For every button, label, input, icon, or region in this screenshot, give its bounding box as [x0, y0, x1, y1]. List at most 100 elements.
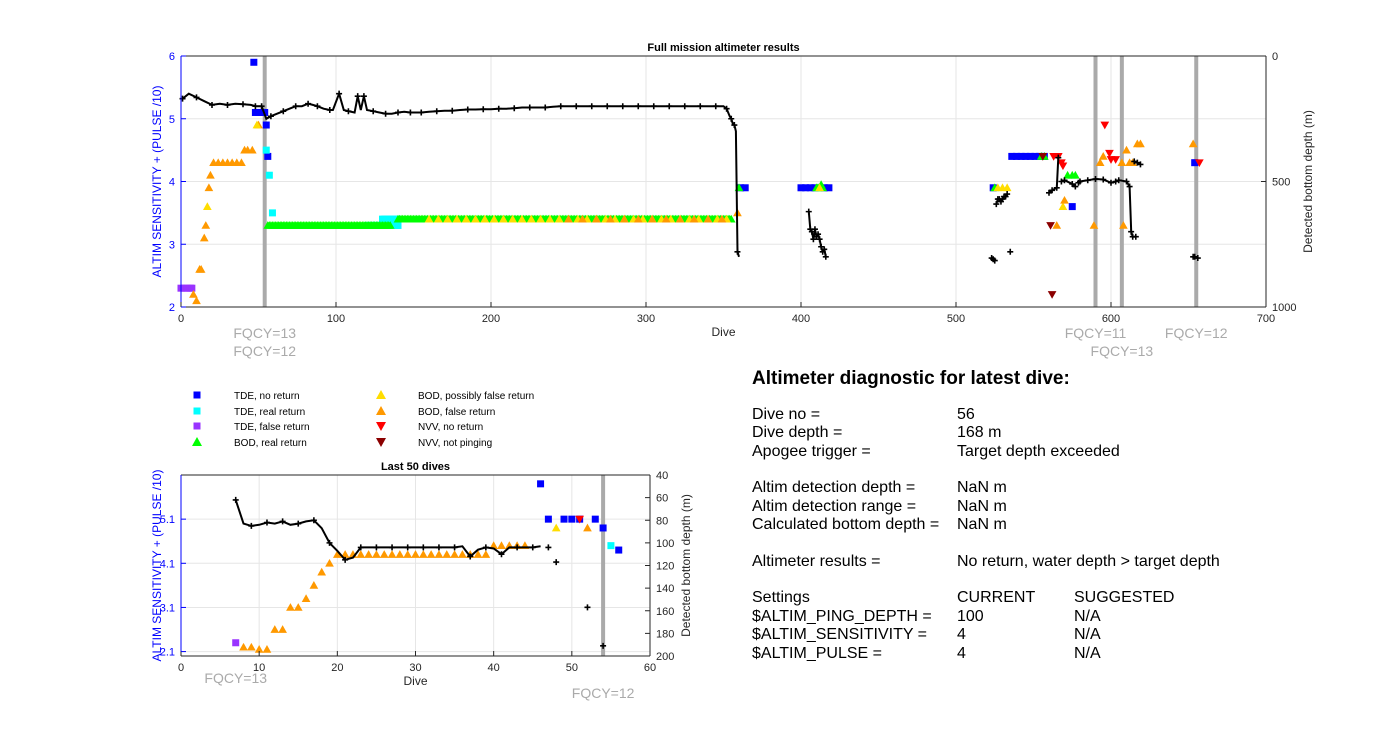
setting-row: $ALTIM_PULSE = 4 N/A [752, 645, 1220, 664]
chart1-marker-bod-possibly-false [480, 214, 490, 223]
chart1-y-tick-label: 3 [169, 239, 175, 251]
chart1-y2-axis-label: Detected bottom depth (m) [1301, 110, 1315, 253]
chart1-marker-nvv-not-pinging [1038, 153, 1048, 161]
chart1-depth-point [1126, 183, 1133, 190]
chart1-marker-tde-no-return [262, 121, 270, 129]
chart1-marker-nvv-not-pinging [1046, 222, 1055, 230]
chart2-y2-tick-label: 40 [656, 470, 668, 482]
chart1-depth-point [345, 108, 352, 115]
legend-marker [192, 437, 202, 446]
chart1-marker-bod-false-return [199, 233, 209, 242]
chart2-depth-point [279, 518, 286, 525]
chart1-depth-point [336, 90, 343, 97]
det-depth-label: Altim detection depth = [752, 479, 916, 496]
chart1-depth-point [1092, 175, 1099, 182]
results-row: Altimeter results = No return, water dept… [752, 553, 1220, 572]
chart2-y-axis-label: ALTIM SENSITIVITY + (PULSE /10) [150, 470, 164, 662]
chart1-marker-tde-no-return [797, 184, 805, 192]
chart2-marker-bod-false-return [473, 550, 483, 558]
chart1-marker-bod-false-return [1117, 158, 1127, 167]
chart2-depth-point [545, 544, 552, 551]
chart2-y2-tick-label: 60 [656, 493, 668, 505]
chart2-marker-bod-false-return [372, 550, 381, 558]
chart1-marker-bod-possibly-false [461, 214, 471, 223]
chart1-marker-bod-possibly-false [526, 214, 536, 223]
chart1-y-tick-label: 5 [169, 114, 175, 126]
chart2-x-tick-label: 10 [253, 662, 265, 674]
chart2-marker-bod-false-return [583, 523, 592, 532]
chart1-depth-point [1194, 255, 1201, 262]
chart2-depth-point [451, 544, 458, 551]
chart2-depth-point [310, 517, 317, 524]
chart1-depth-point [1049, 187, 1056, 194]
chart1-y2-tick-label: 500 [1272, 177, 1290, 189]
chart2-depth-point [295, 520, 302, 527]
chart2-marker-bod-false-return [239, 642, 248, 651]
det-depth-row: Altim detection depth = NaN m [752, 479, 1220, 498]
chart1-marker-bod-real-return [1071, 170, 1080, 179]
chart2-depth-point [263, 519, 270, 526]
chart1-marker-bod-possibly-false [508, 214, 518, 223]
chart1-depth-point [209, 101, 215, 108]
chart1-marker-bod-possibly-false [452, 214, 462, 223]
chart1-depth-point [991, 257, 998, 264]
chart1-marker-bod-false-return [564, 214, 573, 223]
chart1-depth-point [1100, 176, 1107, 183]
chart1-depth-point [267, 113, 274, 120]
chart1-marker-bod-possibly-false [1002, 183, 1012, 192]
chart2-y2-tick-label: 140 [656, 583, 674, 595]
chart1-marker-tde-no-return [264, 152, 272, 160]
chart1-marker-bod-false-return [689, 214, 699, 223]
chart1-marker-tde-no-return [1191, 159, 1199, 167]
chart2-marker-bod-false-return [395, 550, 405, 558]
legend-label: BOD, possibly false return [418, 391, 534, 402]
chart2-marker-nvv-no-return [575, 515, 584, 524]
dive-no-label: Dive no = [752, 405, 821, 423]
chart1-marker-bod-false-return [1095, 158, 1105, 167]
diagnostic-panel: Altimeter diagnostic for latest dive: Di… [752, 369, 1220, 664]
legend-marker [376, 422, 386, 431]
chart2-y-tick-label: 3.1 [160, 602, 175, 614]
det-range-row: Altim detection range = NaN m [752, 498, 1220, 517]
calc-depth-row: Calculated bottom depth = NaN m [752, 516, 1220, 535]
chart1-depth-point [557, 103, 564, 110]
chart2-depth-point [248, 522, 255, 529]
chart2-depth-point [600, 642, 607, 649]
chart1-depth-point [480, 106, 487, 113]
chart1-marker-tde-no-return [741, 184, 749, 192]
setting-current: 4 [957, 626, 966, 643]
chart1-marker-tde-no-return [250, 58, 258, 66]
chart1-marker-bod-possibly-false [489, 214, 499, 223]
chart2-y2-tick-label: 80 [656, 515, 668, 527]
chart2-marker-tde-no-return [591, 515, 599, 523]
chart1-depth-point [314, 103, 321, 110]
chart2-marker-bod-false-return [309, 581, 319, 589]
chart2-marker-bod-false-return [450, 550, 459, 558]
results-label: Altimeter results = [752, 552, 881, 570]
chart1-marker-tde-false-return [188, 284, 196, 292]
chart1-depth-point [193, 94, 200, 101]
chart2-marker-tde-no-return [544, 515, 552, 523]
chart1-marker-bod-false-return [1060, 195, 1069, 204]
chart1-marker-bod-possibly-false [554, 214, 564, 223]
setting-name: $ALTIM_PING_DEPTH = [752, 607, 932, 625]
chart2-x-tick-label: 60 [644, 662, 656, 674]
chart1-marker-tde-no-return [802, 184, 810, 192]
chart2-marker-bod-false-return [270, 625, 280, 633]
chart1-marker-bod-false-return [206, 170, 215, 179]
chart2-x-tick-label: 30 [409, 662, 421, 674]
chart1-depth-point [810, 236, 817, 243]
chart2-marker-bod-false-return [317, 567, 327, 576]
chart2-marker-tde-no-return [560, 515, 568, 523]
chart1-x-tick-label: 0 [178, 313, 184, 325]
chart1-marker-bod-false-return [1119, 221, 1128, 229]
chart1-depth-point [734, 248, 741, 255]
chart1-depth-point [1123, 178, 1130, 185]
chart1-depth-point [418, 109, 425, 116]
chart1-marker-tde-no-return [1017, 152, 1025, 160]
chart2-marker-bod-false-return [278, 625, 287, 633]
chart1-depth-point [681, 103, 688, 110]
chart1-depth-point [1061, 177, 1068, 184]
chart2-marker-bod-false-return [489, 541, 499, 549]
chart1-marker-tde-no-return [825, 184, 833, 192]
